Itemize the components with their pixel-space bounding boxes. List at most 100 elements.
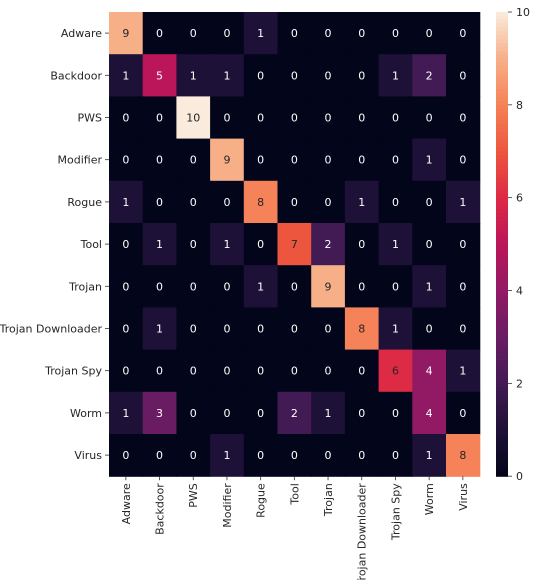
colorbar-segment: [496, 298, 508, 303]
y-tick-label: Backdoor: [50, 69, 102, 82]
cell-value-label: 0: [358, 407, 365, 420]
heatmap-cell: [311, 96, 346, 140]
colorbar-segment: [496, 247, 508, 253]
colorbar-segment: [496, 278, 508, 284]
cell-value-label: 0: [392, 196, 399, 209]
colorbar-segment: [496, 162, 508, 168]
colorbar-segment: [496, 186, 508, 191]
cell-value-label: 0: [223, 323, 230, 336]
y-tick-label: Virus: [74, 449, 102, 462]
cell-value-label: 0: [291, 196, 298, 209]
heatmap-cell: [277, 180, 312, 224]
heatmap-cell: [446, 12, 481, 55]
colorbar-segment: [496, 112, 508, 118]
heatmap-cell: [142, 265, 177, 308]
cell-value-label: 1: [426, 154, 433, 167]
colorbar-segment: [496, 178, 508, 183]
x-tick-label: Modifier: [221, 483, 234, 528]
heatmap-cell: [277, 307, 312, 351]
heatmap-cell: [378, 223, 413, 266]
heatmap-cell: [210, 223, 245, 266]
cell-value-label: 0: [459, 407, 466, 420]
cell-value-label: 0: [358, 69, 365, 82]
colorbar-segment: [496, 66, 508, 71]
cell-value-label: 0: [358, 238, 365, 251]
cell-value-label: 0: [190, 154, 197, 167]
heatmap-cell: [378, 96, 413, 140]
colorbar-segment: [496, 441, 508, 446]
cell-value-label: 9: [325, 280, 332, 293]
heatmap-cell: [378, 434, 413, 477]
colorbar-segment: [496, 143, 508, 148]
cell-value-label: 0: [392, 154, 399, 167]
cell-value-label: 0: [426, 238, 433, 251]
heatmap-cell: [446, 265, 481, 308]
cell-value-label: 0: [426, 112, 433, 125]
heatmap-cell: [243, 307, 279, 351]
colorbar-segment: [496, 15, 508, 21]
colorbar-segment: [496, 174, 508, 179]
heatmap-cell: [412, 307, 447, 351]
colorbar-tick-label: 4: [516, 285, 523, 298]
colorbar-segment: [496, 468, 508, 473]
heatmap-cell: [243, 12, 279, 55]
heatmap-cell: [412, 265, 447, 308]
cell-value-label: 0: [190, 27, 197, 40]
cell-value-label: 0: [156, 196, 163, 209]
cell-value-label: 1: [223, 449, 230, 462]
heatmap-cell: [243, 265, 279, 308]
heatmap-cell: [446, 307, 481, 351]
heatmap-cell: [412, 223, 447, 266]
cell-value-label: 0: [257, 238, 264, 251]
cell-value-label: 0: [358, 449, 365, 462]
colorbar-segment: [496, 356, 508, 361]
colorbar-segment: [496, 364, 508, 369]
cell-value-label: 9: [223, 154, 230, 167]
cell-value-label: 0: [291, 365, 298, 378]
colorbar-segment: [496, 464, 508, 470]
heatmap-cell: [142, 96, 177, 140]
heatmap-cell: [311, 138, 346, 182]
colorbar-tick-label: 10: [516, 6, 530, 19]
cell-value-label: 0: [459, 154, 466, 167]
cell-value-label: 0: [223, 27, 230, 40]
colorbar-segment: [496, 418, 508, 423]
x-tick-label: Trojan Downloader: [356, 483, 369, 580]
colorbar-segment: [496, 425, 508, 431]
heatmap-cell: [210, 434, 245, 477]
colorbar-segment: [496, 158, 508, 164]
heatmap-cell: [210, 12, 245, 55]
heatmap-cell: [378, 138, 413, 182]
cell-value-label: 0: [291, 112, 298, 125]
colorbar-segment: [496, 73, 508, 79]
heatmap-cell: [277, 349, 312, 393]
heatmap-cell: [210, 265, 245, 308]
colorbar-segment: [496, 271, 508, 276]
cell-value-label: 2: [325, 238, 332, 251]
colorbar-segment: [496, 27, 508, 32]
cell-value-label: 0: [459, 238, 466, 251]
heatmap-cell: [311, 54, 346, 97]
colorbar-tick-label: 0: [516, 470, 523, 483]
x-tick-label: Backdoor: [154, 483, 167, 535]
colorbar-segment: [496, 406, 508, 412]
heatmap-cell: [412, 434, 447, 477]
heatmap-cell: [210, 54, 245, 97]
cell-value-label: 0: [122, 154, 129, 167]
colorbar-segment: [496, 240, 508, 245]
cell-value-label: 0: [426, 27, 433, 40]
colorbar-segment: [496, 433, 508, 439]
y-tick-label: Trojan Downloader: [0, 323, 102, 336]
heatmap-cell: [412, 180, 447, 224]
colorbar-segment: [496, 452, 508, 458]
heatmap-cell: [277, 54, 312, 97]
y-tick-label: PWS: [78, 112, 103, 125]
cell-value-label: 0: [190, 407, 197, 420]
cell-value-label: 0: [392, 449, 399, 462]
heatmap-cell: [412, 349, 447, 393]
heatmap-cell: [446, 138, 481, 182]
colorbar-segment: [496, 232, 508, 237]
heatmap-cell: [446, 349, 481, 393]
colorbar-segment: [496, 348, 508, 354]
colorbar-segment: [496, 391, 508, 396]
